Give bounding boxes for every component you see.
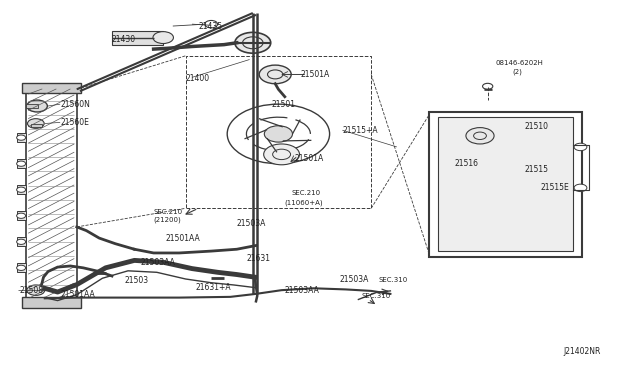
Text: 21516: 21516 bbox=[454, 159, 479, 168]
Text: 21515: 21515 bbox=[525, 165, 548, 174]
Text: 21510: 21510 bbox=[525, 122, 548, 131]
Bar bbox=[22, 83, 81, 93]
Circle shape bbox=[235, 32, 271, 53]
Text: 21515E: 21515E bbox=[541, 183, 570, 192]
Bar bbox=[17, 159, 26, 168]
Text: 21503A: 21503A bbox=[339, 275, 369, 284]
Circle shape bbox=[205, 20, 218, 28]
Text: 21503AA: 21503AA bbox=[285, 286, 319, 295]
Text: 21560E: 21560E bbox=[61, 118, 90, 127]
Text: SEC.210: SEC.210 bbox=[291, 190, 321, 196]
Bar bbox=[438, 117, 573, 251]
Bar bbox=[112, 31, 163, 45]
Circle shape bbox=[28, 119, 44, 128]
Bar bbox=[17, 133, 26, 142]
Bar bbox=[22, 297, 81, 308]
Circle shape bbox=[153, 32, 173, 44]
Circle shape bbox=[466, 128, 494, 144]
Circle shape bbox=[574, 184, 587, 192]
Bar bbox=[26, 87, 77, 299]
Circle shape bbox=[264, 144, 300, 165]
Circle shape bbox=[27, 285, 45, 295]
Text: SEC.310: SEC.310 bbox=[379, 277, 408, 283]
Text: 21515+A: 21515+A bbox=[342, 126, 378, 135]
Text: 21508: 21508 bbox=[19, 286, 44, 295]
Circle shape bbox=[264, 126, 292, 142]
Text: J21402NR: J21402NR bbox=[563, 347, 600, 356]
Text: SEC.210: SEC.210 bbox=[154, 209, 183, 215]
Circle shape bbox=[17, 265, 26, 270]
Circle shape bbox=[27, 100, 47, 112]
Text: SEC.310: SEC.310 bbox=[362, 293, 391, 299]
Circle shape bbox=[17, 213, 26, 218]
Text: (2): (2) bbox=[512, 68, 522, 75]
Text: 21503AA: 21503AA bbox=[141, 258, 175, 267]
Circle shape bbox=[17, 135, 26, 140]
Text: (11060+A): (11060+A) bbox=[285, 199, 323, 206]
Bar bbox=[26, 104, 38, 108]
Text: 21503A: 21503A bbox=[237, 219, 266, 228]
Bar bbox=[17, 263, 26, 272]
Text: 08146-6202H: 08146-6202H bbox=[496, 60, 544, 66]
Circle shape bbox=[483, 83, 493, 89]
Text: 21501: 21501 bbox=[272, 100, 296, 109]
Text: 21501AA: 21501AA bbox=[165, 234, 200, 243]
Bar bbox=[17, 185, 26, 194]
Text: 21501A: 21501A bbox=[294, 154, 324, 163]
Bar bbox=[17, 237, 26, 246]
Circle shape bbox=[17, 187, 26, 192]
Circle shape bbox=[259, 65, 291, 84]
Bar bbox=[17, 211, 26, 220]
Circle shape bbox=[574, 143, 587, 151]
Text: 21631+A: 21631+A bbox=[195, 283, 231, 292]
Text: 21435: 21435 bbox=[198, 22, 223, 31]
Text: 21501A: 21501A bbox=[301, 70, 330, 79]
Bar bbox=[31, 124, 42, 127]
Text: 21631: 21631 bbox=[246, 254, 270, 263]
Circle shape bbox=[17, 239, 26, 244]
Text: 21400: 21400 bbox=[186, 74, 210, 83]
Bar bbox=[429, 112, 582, 257]
Text: 21430: 21430 bbox=[112, 35, 136, 44]
Circle shape bbox=[17, 161, 26, 166]
Text: 21501AA: 21501AA bbox=[61, 290, 95, 299]
Text: 21503: 21503 bbox=[125, 276, 149, 285]
Text: (21200): (21200) bbox=[154, 217, 181, 224]
Text: 21560N: 21560N bbox=[61, 100, 91, 109]
